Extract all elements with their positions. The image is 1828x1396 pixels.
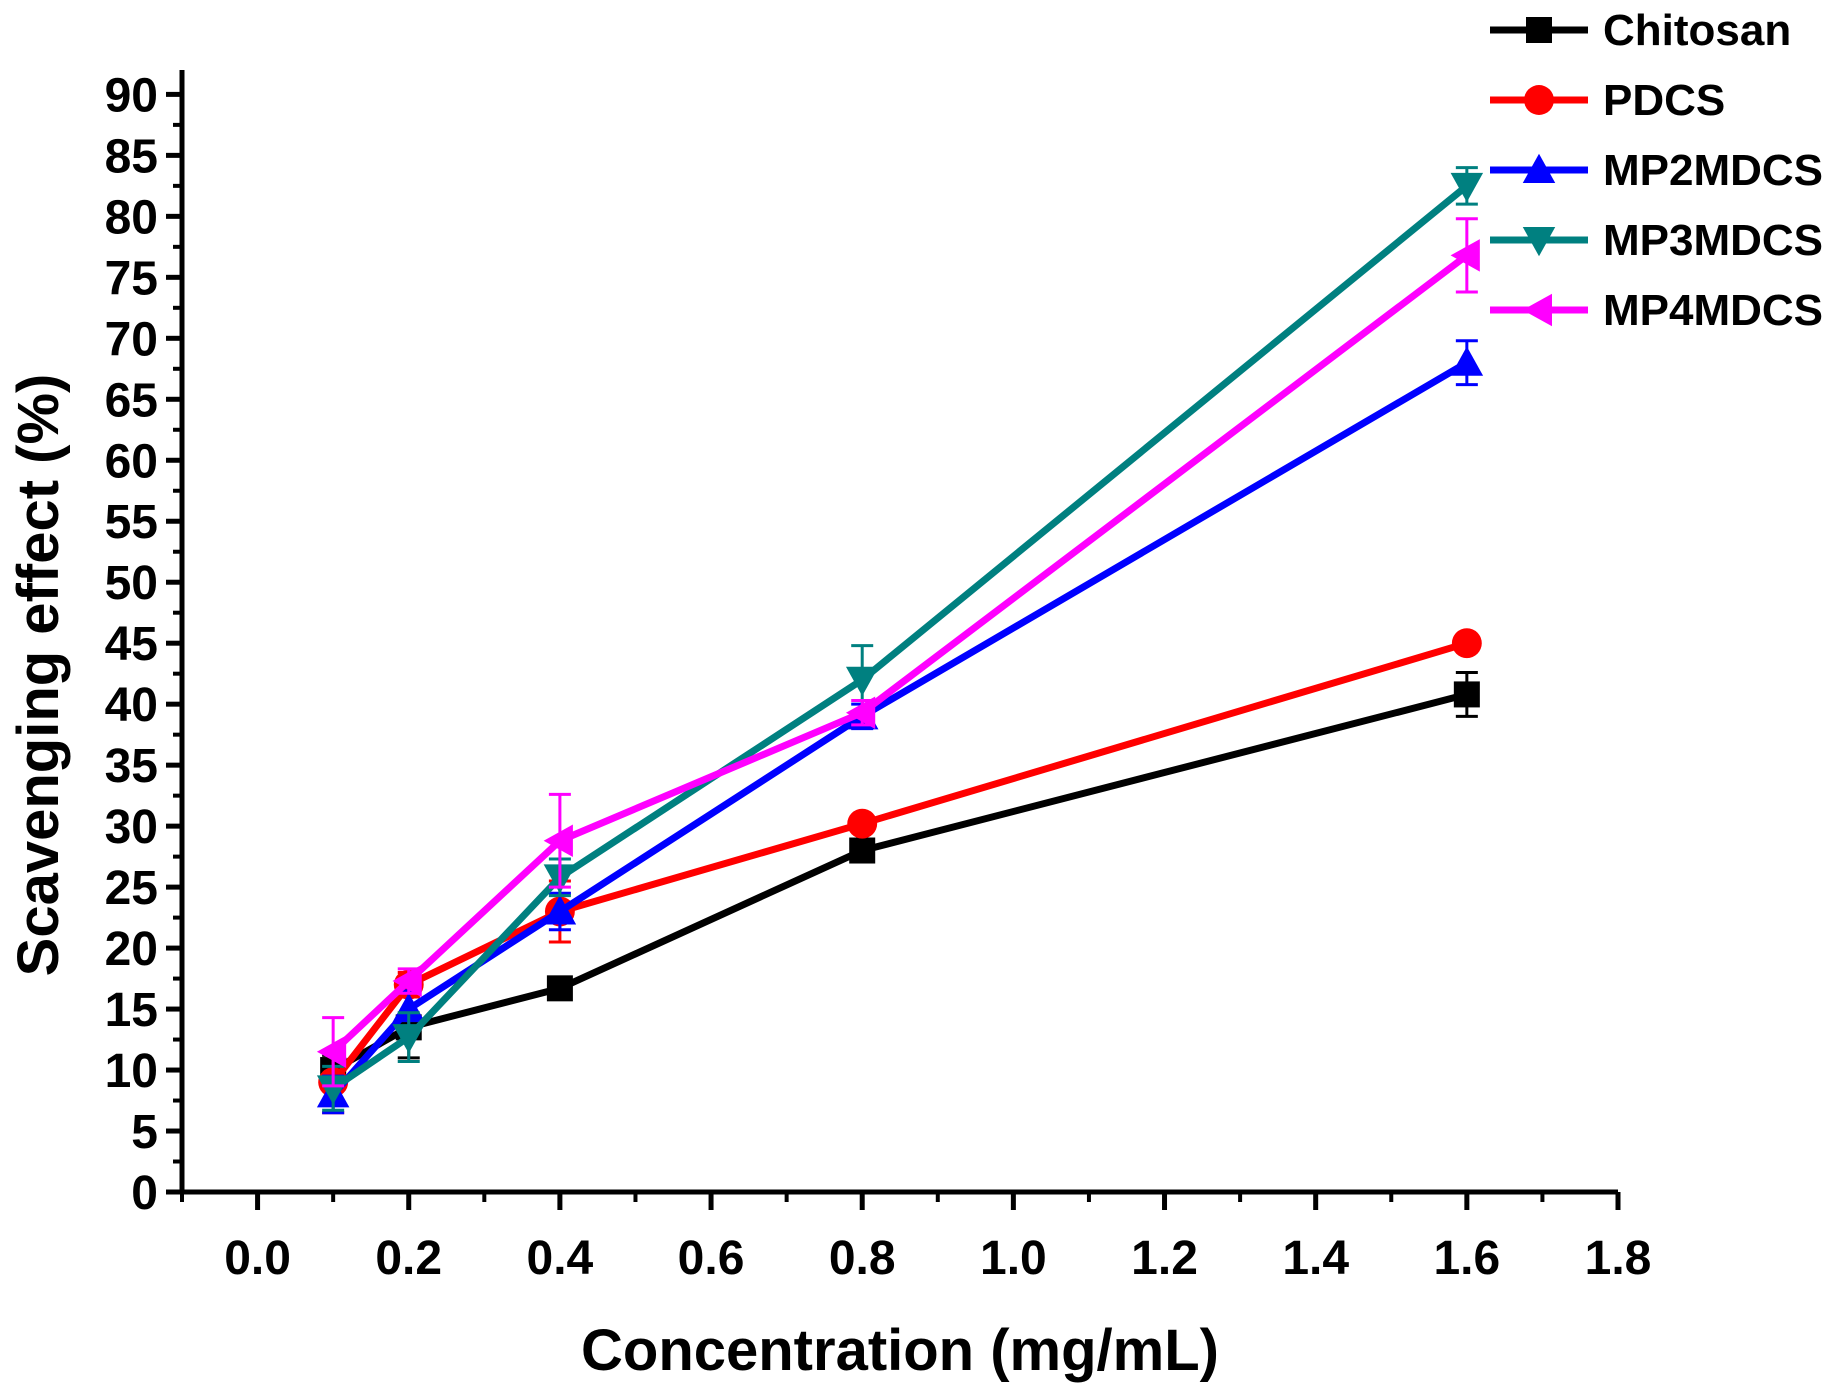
legend-item: MP2MDCS [1490,146,1823,195]
series-mp4mdcs [316,217,1480,1088]
x-tick-label: 1.8 [1585,1232,1652,1285]
legend-marker [1522,227,1556,257]
data-point [1451,628,1482,659]
y-tick-label: 85 [105,130,158,183]
x-tick-label: 0.8 [829,1232,896,1285]
legend-item: MP3MDCS [1490,216,1823,265]
data-point [1450,346,1484,376]
y-tick-label: 70 [105,313,158,366]
legend-item: Chitosan [1490,6,1791,55]
series-line [330,359,1469,1097]
y-tick-label: 10 [105,1045,158,1098]
x-tick-label: 0.0 [224,1232,291,1285]
series-line [330,639,1468,1085]
legend-item: PDCS [1490,76,1725,125]
data-point [392,992,425,1023]
data-point [543,895,577,925]
legend-label: MP2MDCS [1603,146,1823,195]
series-line [331,183,1470,1092]
series-mp2mdcs [316,339,1484,1115]
data-point [1453,681,1480,708]
x-ticks: 0.0 0.2 0.4 0.6 0.8 1.0 1.2 1.4 1.6 1.8 [180,1192,1652,1285]
data-point [845,666,879,697]
y-tick-label: 40 [105,679,158,732]
y-tick-label: 25 [105,862,158,915]
data-point [316,1075,350,1105]
y-tick-label: 30 [105,801,158,854]
data-point [847,808,878,839]
data-point [392,964,422,998]
x-tick-label: 1.2 [1131,1232,1198,1285]
data-point [543,824,573,858]
data-point [845,696,876,729]
series-chitosan [320,670,1480,1087]
y-tick-label: 35 [105,740,158,793]
data-point [849,837,876,864]
data-point [316,1035,347,1068]
legend: Chitosan PDCS MP2MDCS MP3MDCS MP4MDCS [1490,6,1823,335]
legend-item: MP4MDCS [1490,286,1823,335]
legend-label: MP4MDCS [1603,286,1823,335]
data-point [1450,239,1480,272]
x-tick-label: 1.0 [980,1232,1047,1285]
x-tick-label: 1.6 [1433,1232,1500,1285]
y-axis-title: Scavenging effect (%) [6,374,71,977]
y-ticks: 0 5 10 15 20 25 30 35 40 45 50 55 60 65 70 75 80 85 90 [105,69,182,1220]
y-tick-label: 60 [105,435,158,488]
legend-label: MP3MDCS [1603,216,1823,265]
axes [179,70,1618,1195]
legend-marker [1526,17,1552,43]
legend-marker [1524,85,1554,115]
x-tick-label: 0.2 [375,1232,442,1285]
legend-label: Chitosan [1603,6,1791,55]
y-tick-label: 80 [105,191,158,244]
x-tick-label: 1.4 [1282,1232,1349,1285]
y-tick-label: 55 [105,496,158,549]
y-tick-label: 0 [131,1167,158,1220]
y-tick-label: 90 [105,69,158,122]
series-layer [316,166,1484,1115]
series-mp3mdcs [316,166,1484,1112]
legend-label: PDCS [1603,76,1725,125]
series-line [331,691,1468,1074]
y-tick-label: 45 [105,618,158,671]
y-tick-label: 75 [105,252,158,305]
data-point [1450,172,1484,203]
legend-marker [1522,293,1552,327]
x-axis-title: Concentration (mg/mL) [581,1318,1219,1383]
y-tick-label: 65 [105,374,158,427]
y-tick-label: 20 [105,923,158,976]
data-point [392,1024,425,1054]
y-tick-label: 50 [105,557,158,610]
series-pdcs [318,628,1482,1115]
x-tick-label: 0.4 [527,1232,594,1285]
y-tick-label: 5 [131,1106,158,1159]
x-tick-label: 0.6 [678,1232,745,1285]
legend-marker [1522,153,1556,183]
data-point [546,975,573,1002]
y-tick-label: 15 [105,984,158,1037]
